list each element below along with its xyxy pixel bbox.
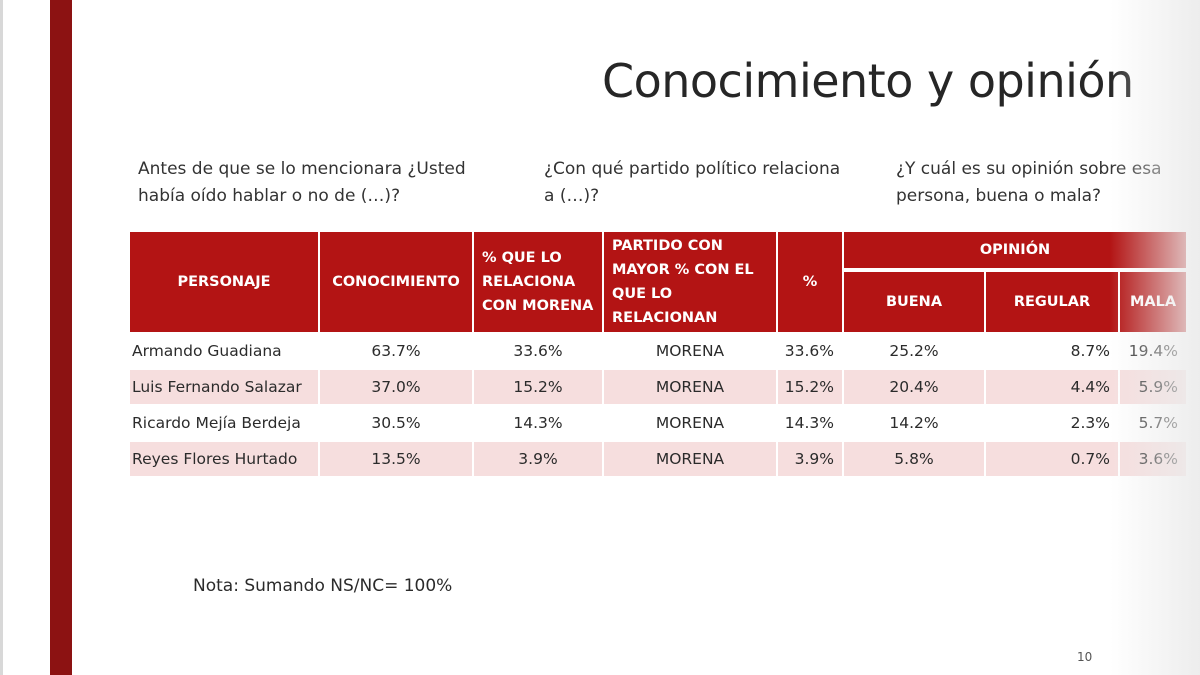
cell-mala: 5.7% [1120,406,1186,440]
cell-mala: 5.9% [1120,370,1186,404]
header-partido: PARTIDO CON MAYOR % CON EL QUE LO RELACI… [604,232,776,332]
table-row: Luis Fernando Salazar 37.0% 15.2% MORENA… [130,370,1186,404]
cell-partido: MORENA [604,370,776,404]
cell-partido: MORENA [604,442,776,476]
accent-bar [50,0,72,675]
slide-edge [0,0,50,675]
cell-conocimiento: 37.0% [320,370,472,404]
question-conocimiento: Antes de que se lo mencionara ¿Usted hab… [138,159,466,206]
cell-relaciona: 15.2% [474,370,602,404]
cell-mala: 3.6% [1120,442,1186,476]
cell-pct: 14.3% [778,406,842,440]
header-row: PERSONAJE CONOCIMIENTO % QUE LO RELACION… [130,232,1186,332]
cell-partido: MORENA [604,406,776,440]
cell-relaciona: 33.6% [474,334,602,368]
header-personaje: PERSONAJE [130,232,318,332]
footnote: Nota: Sumando NS/NC= 100% [193,576,453,596]
cell-buena: 25.2% [844,334,984,368]
cell-buena: 5.8% [844,442,984,476]
cell-buena: 14.2% [844,406,984,440]
question-opinion: ¿Y cuál es su opinión sobre esa persona,… [896,159,1162,206]
cell-partido: MORENA [604,334,776,368]
slide-title: Conocimiento y opinión [602,54,1134,108]
cell-buena: 20.4% [844,370,984,404]
cell-name: Luis Fernando Salazar [130,370,318,404]
cell-relaciona: 14.3% [474,406,602,440]
header-pct: % [778,232,842,332]
cell-pct: 15.2% [778,370,842,404]
cell-name: Armando Guadiana [130,334,318,368]
header-buena: BUENA [844,270,984,332]
header-regular: REGULAR [986,270,1118,332]
header-mala: MALA [1120,270,1186,332]
question-partido: ¿Con qué partido político relaciona a (…… [544,159,841,206]
cell-regular: 8.7% [986,334,1118,368]
page-number: 10 [1077,650,1093,664]
cell-pct: 33.6% [778,334,842,368]
cell-pct: 3.9% [778,442,842,476]
cell-conocimiento: 30.5% [320,406,472,440]
cell-name: Ricardo Mejía Berdeja [130,406,318,440]
header-relaciona-morena: % QUE LO RELACIONA CON MORENA [474,232,602,332]
cell-mala: 19.4% [1120,334,1186,368]
cell-conocimiento: 13.5% [320,442,472,476]
header-conocimiento: CONOCIMIENTO [320,232,472,332]
cell-relaciona: 3.9% [474,442,602,476]
table-row: Reyes Flores Hurtado 13.5% 3.9% MORENA 3… [130,442,1186,476]
cell-regular: 0.7% [986,442,1118,476]
cell-regular: 4.4% [986,370,1118,404]
results-table: PERSONAJE CONOCIMIENTO % QUE LO RELACION… [128,230,1188,478]
header-opinion: OPINIÓN [844,232,1186,268]
cell-name: Reyes Flores Hurtado [130,442,318,476]
cell-regular: 2.3% [986,406,1118,440]
cell-conocimiento: 63.7% [320,334,472,368]
table-row: Ricardo Mejía Berdeja 30.5% 14.3% MORENA… [130,406,1186,440]
table-row: Armando Guadiana 63.7% 33.6% MORENA 33.6… [130,334,1186,368]
